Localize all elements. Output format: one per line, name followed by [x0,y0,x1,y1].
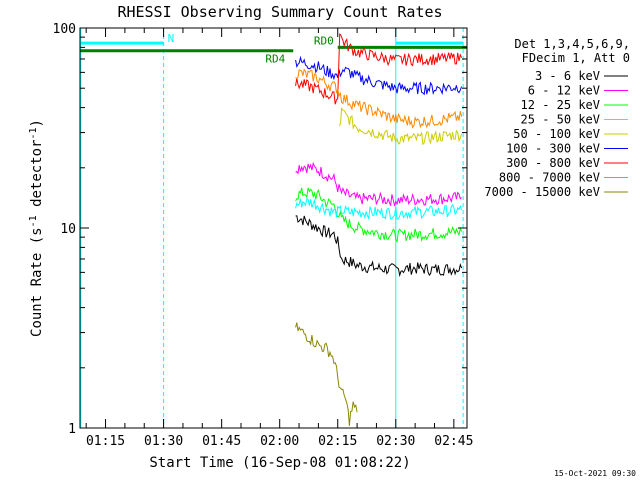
legend-header-1: Det 1,3,4,5,6,9, [514,37,630,51]
y-axis-label-sup2: -1 [28,127,39,139]
plot-frame [79,27,468,429]
x-axis: 01:15 01:30 01:45 02:00 02:15 02:30 02:45 [85,28,473,449]
x-tick-label: 01:45 [202,434,241,449]
series-line-8 [295,322,358,426]
x-tick-label: 02:45 [434,434,473,449]
generation-timestamp: 15-Oct-2021 09:30 [554,469,636,478]
legend-label-6: 300 - 800 keV [506,156,600,170]
legend-label-8: 7000 - 15000 keV [484,185,600,199]
series-lines [295,33,463,426]
y-axis-label-end: ) [29,119,45,127]
legend-label-2: 12 - 25 keV [521,98,600,112]
legend-label-3: 25 - 50 keV [521,113,600,127]
x-tick-label: 02:30 [376,434,415,449]
series-line-4 [339,106,463,146]
y-axis-label-sup: -1 [28,215,39,227]
legend-header-2: FDecim 1, Att 0 [522,51,630,65]
y-axis: 1 10 100 [53,22,467,437]
legend-label-4: 50 - 100 keV [513,127,600,141]
y-tick-label: 100 [53,22,76,37]
state-bar-label-rd4: RD4 [265,53,285,66]
x-tick-label: 02:15 [318,434,357,449]
series-line-3 [295,197,463,221]
y-axis-label: Count Rate (s-1 detector-1) [28,119,46,337]
legend: Det 1,3,4,5,6,9, FDecim 1, Att 0 3 - 6 k… [484,37,630,199]
legend-label-7: 800 - 7000 keV [499,171,600,185]
y-tick-label: 10 [60,222,76,237]
y-axis-label-tail: detector [29,140,45,216]
legend-label-1: 6 - 12 keV [528,84,600,98]
y-axis-label-main: Count Rate (s [29,227,45,337]
state-bars: N RD0 RD4 [80,32,467,66]
y-tick-label: 1 [68,422,76,437]
series-line-2 [295,187,463,243]
state-bar-label-rd0: RD0 [314,34,334,47]
x-axis-label: Start Time (16-Sep-08 01:08:22) [149,455,410,471]
vertical-markers [80,28,464,428]
chart-title: RHESSI Observing Summary Count Rates [117,3,442,21]
x-tick-label: 02:00 [260,434,299,449]
series-line-1 [295,161,462,206]
legend-label-0: 3 - 6 keV [535,69,600,83]
series-line-6 [295,33,463,105]
state-bar-label-n: N [168,32,175,45]
series-line-7 [295,68,463,129]
series-line-0 [295,215,463,278]
series-line-5 [295,55,463,96]
legend-label-5: 100 - 300 keV [506,142,600,156]
x-tick-label: 01:30 [144,434,183,449]
x-tick-label: 01:15 [86,434,125,449]
